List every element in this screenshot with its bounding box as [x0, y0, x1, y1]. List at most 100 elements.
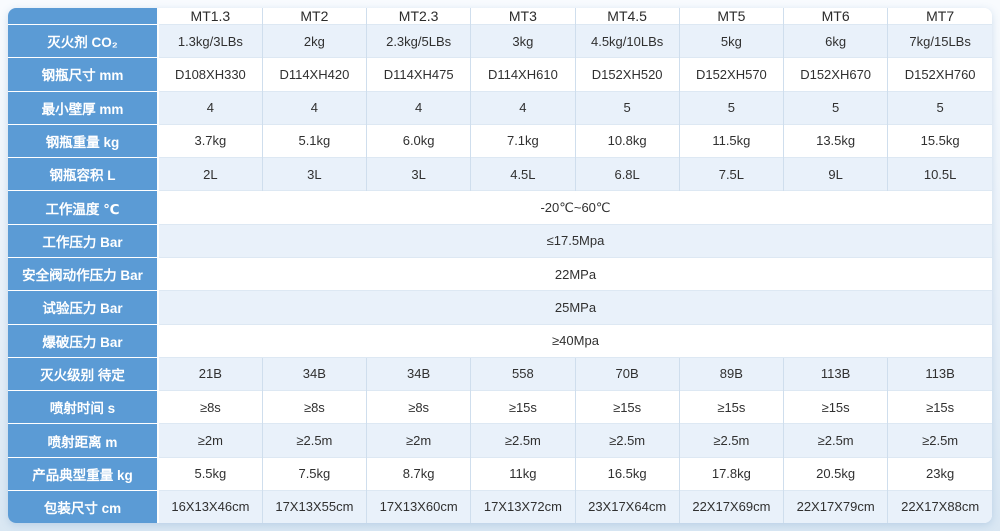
spec-cell: 3L	[365, 157, 471, 191]
spec-cell: 6.8L	[574, 157, 680, 191]
spec-cell: 22X17X69cm	[678, 489, 784, 523]
spec-cell-merged: 25MPa	[158, 290, 992, 325]
row-label: 产品典型重量 kg	[8, 456, 159, 491]
spec-cell: ≥8s	[158, 390, 263, 424]
table-row: 包装尺寸 cm 16X13X46cm 17X13X55cm 17X13X60cm 17X…	[8, 489, 992, 523]
spec-cell: 2.3kg/5LBs	[365, 23, 471, 58]
header-row: MT1.3 MT2 MT2.3 MT3 MT4.5 MT5 MT6 MT7	[8, 8, 992, 25]
row-label: 喷射时间 s	[8, 390, 159, 424]
row-label: 灭火级别 待定	[8, 356, 159, 391]
spec-cell-merged: -20℃~60℃	[158, 190, 992, 225]
spec-cell: 4	[158, 90, 263, 125]
table-row: 喷射时间 s ≥8s ≥8s ≥8s ≥15s ≥15s ≥15s ≥15s ≥15s	[8, 390, 992, 424]
spec-cell: 113B	[782, 356, 888, 391]
spec-cell: 11.5kg	[678, 123, 784, 158]
table-row: 试验压力 Bar 25MPa	[8, 290, 992, 325]
spec-cell: 3.7kg	[158, 123, 263, 158]
table-row: 产品典型重量 kg 5.5kg 7.5kg 8.7kg 11kg 16.5kg 17.8kg…	[8, 456, 992, 491]
table-row: 喷射距离 m ≥2m ≥2.5m ≥2m ≥2.5m ≥2.5m ≥2.5m ≥2.5m ≥2.…	[8, 423, 992, 458]
row-label: 试验压力 Bar	[8, 290, 159, 325]
spec-cell: 16X13X46cm	[158, 489, 263, 523]
spec-cell: 10.8kg	[574, 123, 680, 158]
spec-cell: 17.8kg	[678, 456, 784, 491]
spec-cell: 5	[887, 90, 992, 125]
spec-cell: D152XH670	[782, 57, 888, 92]
corner-cell	[8, 8, 159, 25]
spec-cell: 1.3kg/3LBs	[158, 23, 263, 58]
table-row: 钢瓶容积 L 2L 3L 3L 4.5L 6.8L 7.5L 9L 10.5L	[8, 157, 992, 191]
spec-cell: 3kg	[470, 23, 575, 58]
table-row: 工作温度 ℃ -20℃~60℃	[8, 190, 992, 225]
row-label: 安全阀动作压力 Bar	[8, 256, 159, 291]
spec-cell: ≥2.5m	[782, 423, 888, 458]
spec-cell: 2kg	[261, 23, 367, 58]
spec-cell: 5.5kg	[158, 456, 263, 491]
spec-cell: 4	[261, 90, 367, 125]
model-header: MT1.3	[158, 8, 263, 25]
spec-cell: 22X17X88cm	[887, 489, 992, 523]
spec-cell: 5	[782, 90, 888, 125]
spec-cell: 4	[470, 90, 575, 125]
table-row: 钢瓶尺寸 mm D108XH330 D114XH420 D114XH475 D114XH…	[8, 57, 992, 92]
spec-cell: 17X13X60cm	[365, 489, 471, 523]
table-row: 灭火级别 待定 21B 34B 34B 558 70B 89B 113B 113B	[8, 356, 992, 391]
spec-cell: ≥2.5m	[678, 423, 784, 458]
row-label: 钢瓶重量 kg	[8, 123, 159, 158]
spec-table-container: MT1.3 MT2 MT2.3 MT3 MT4.5 MT5 MT6 MT7 灭火剂 CO₂ 1.…	[8, 8, 992, 523]
row-label: 工作温度 ℃	[8, 190, 159, 225]
spec-cell: 6.0kg	[365, 123, 471, 158]
spec-cell: 5.1kg	[261, 123, 367, 158]
spec-cell: D152XH760	[887, 57, 992, 92]
model-header: MT4.5	[574, 8, 680, 25]
model-header: MT5	[678, 8, 784, 25]
spec-table-body: 灭火剂 CO₂ 1.3kg/3LBs 2kg 2.3kg/5LBs 3kg 4.5kg/1…	[8, 23, 992, 523]
spec-cell: 11kg	[470, 456, 575, 491]
spec-cell: 9L	[782, 157, 888, 191]
spec-cell: D114XH610	[470, 57, 575, 92]
table-row: 钢瓶重量 kg 3.7kg 5.1kg 6.0kg 7.1kg 10.8kg 11.5kg 1…	[8, 123, 992, 158]
row-label: 喷射距离 m	[8, 423, 159, 458]
spec-cell: ≥2m	[158, 423, 263, 458]
spec-cell: ≥2.5m	[470, 423, 575, 458]
model-header: MT6	[782, 8, 888, 25]
spec-cell: 113B	[887, 356, 992, 391]
spec-table-header: MT1.3 MT2 MT2.3 MT3 MT4.5 MT5 MT6 MT7	[8, 8, 992, 25]
spec-cell: ≥15s	[678, 390, 784, 424]
table-row: 爆破压力 Bar ≥40Mpa	[8, 323, 992, 358]
spec-cell: 23kg	[887, 456, 992, 491]
spec-cell: 6kg	[782, 23, 888, 58]
spec-cell: ≥15s	[887, 390, 992, 424]
spec-cell: 3L	[261, 157, 367, 191]
spec-cell: 15.5kg	[887, 123, 992, 158]
spec-cell: ≥2.5m	[887, 423, 992, 458]
spec-cell: 2L	[158, 157, 263, 191]
row-label: 爆破压力 Bar	[8, 323, 159, 358]
spec-cell: ≥2.5m	[574, 423, 680, 458]
spec-cell: 10.5L	[887, 157, 992, 191]
model-header: MT7	[887, 8, 992, 25]
spec-cell: 7.1kg	[470, 123, 575, 158]
spec-table: MT1.3 MT2 MT2.3 MT3 MT4.5 MT5 MT6 MT7 灭火剂 CO₂ 1.…	[8, 8, 992, 523]
spec-cell: 5	[574, 90, 680, 125]
spec-cell: 4.5kg/10LBs	[574, 23, 680, 58]
spec-cell: ≥15s	[782, 390, 888, 424]
spec-cell-merged: ≥40Mpa	[158, 323, 992, 358]
spec-cell: 7.5kg	[261, 456, 367, 491]
spec-cell: ≥15s	[470, 390, 575, 424]
spec-cell: ≥8s	[365, 390, 471, 424]
spec-cell: 34B	[261, 356, 367, 391]
spec-cell: ≥2.5m	[261, 423, 367, 458]
table-row: 灭火剂 CO₂ 1.3kg/3LBs 2kg 2.3kg/5LBs 3kg 4.5kg/1…	[8, 23, 992, 58]
row-label: 包装尺寸 cm	[8, 489, 159, 523]
spec-cell: 7kg/15LBs	[887, 23, 992, 58]
spec-cell: D114XH420	[261, 57, 367, 92]
model-header: MT3	[470, 8, 575, 25]
spec-cell: 20.5kg	[782, 456, 888, 491]
spec-cell: ≥8s	[261, 390, 367, 424]
spec-cell: 21B	[158, 356, 263, 391]
table-row: 安全阀动作压力 Bar 22MPa	[8, 256, 992, 291]
model-header: MT2	[261, 8, 367, 25]
spec-cell: 23X17X64cm	[574, 489, 680, 523]
spec-cell: 22X17X79cm	[782, 489, 888, 523]
